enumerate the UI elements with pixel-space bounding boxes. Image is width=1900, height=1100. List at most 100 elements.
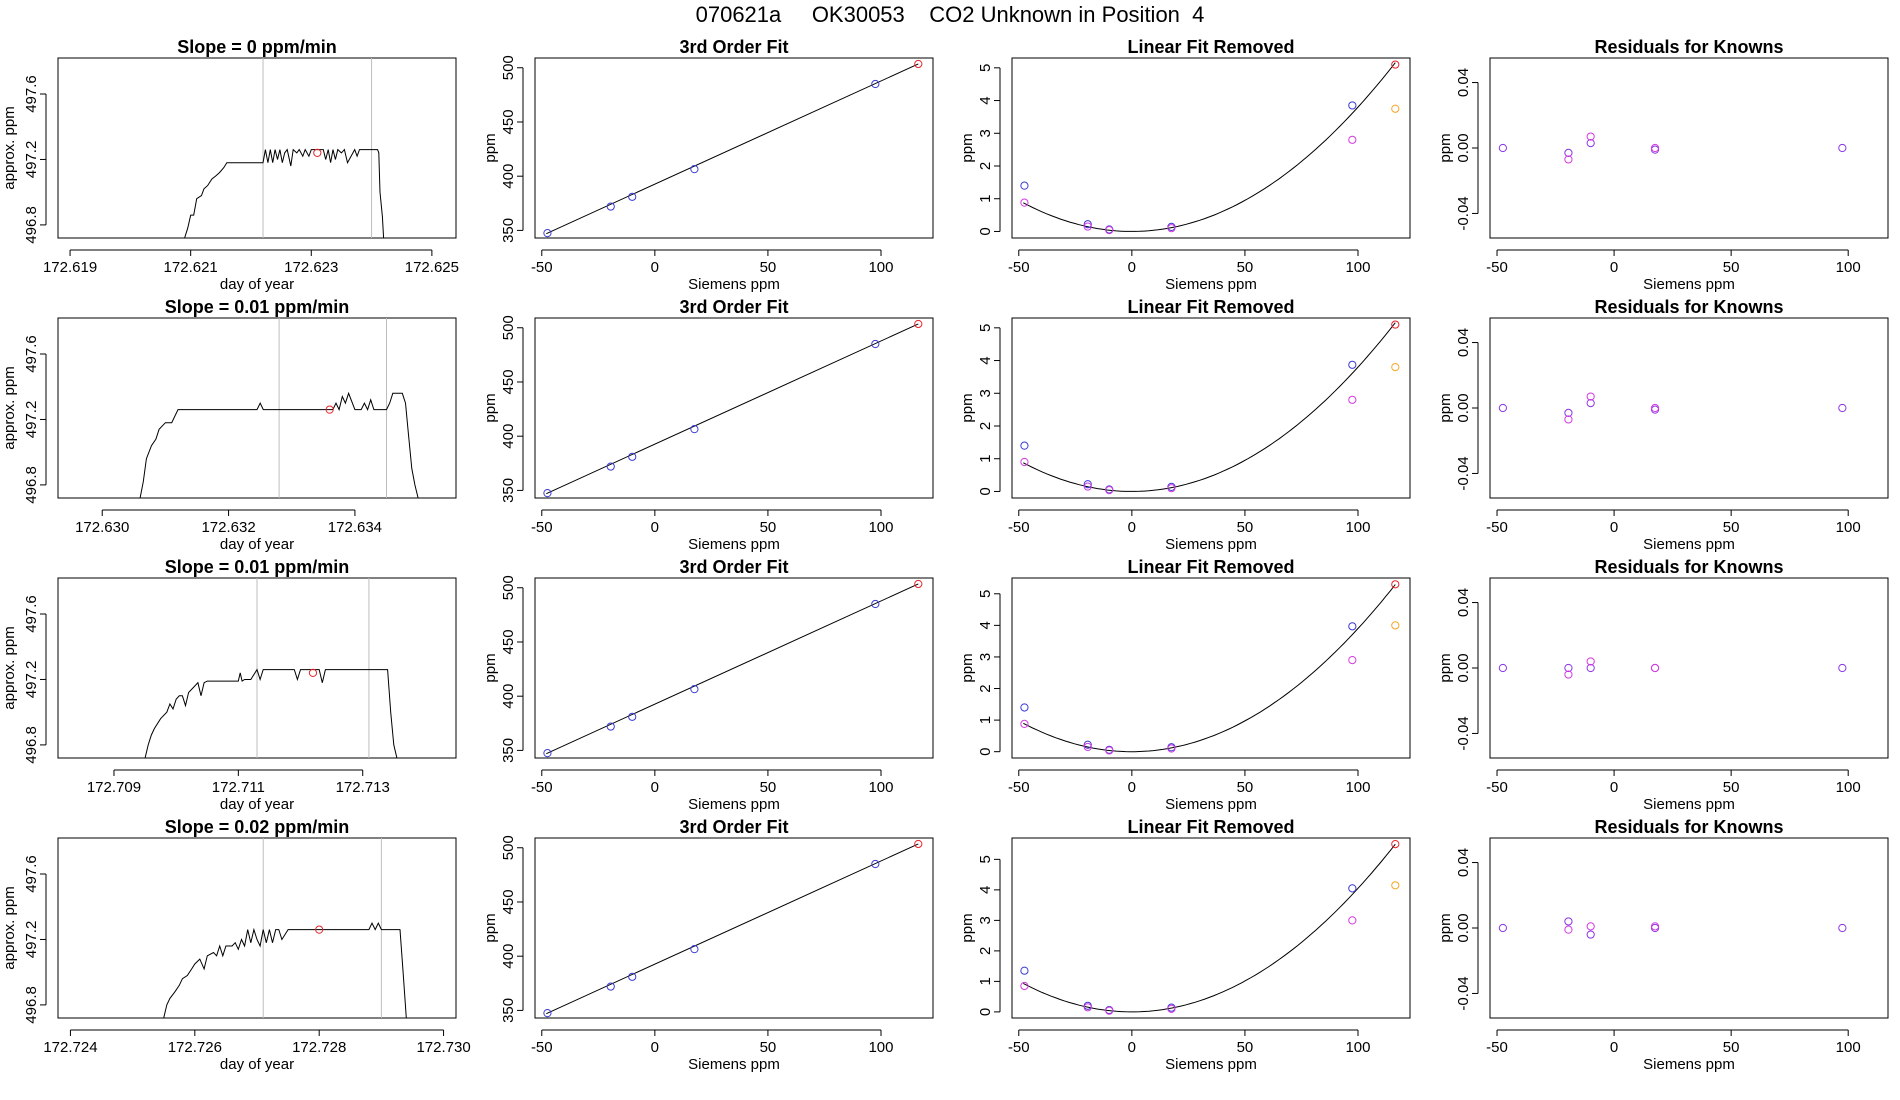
plot-frame xyxy=(1011,837,1411,1019)
chart-title: Residuals for Knowns xyxy=(1594,37,1783,57)
data-point-fit xyxy=(1348,360,1357,369)
data-point-fit xyxy=(1020,441,1029,450)
trace-line xyxy=(184,148,385,238)
y-tick-label: 0.00 xyxy=(1455,653,1472,682)
y-tick-label: 0.04 xyxy=(1455,848,1472,877)
data-point-knowns xyxy=(543,749,552,758)
data-point-residual-a xyxy=(1586,930,1595,939)
data-point-knowns xyxy=(871,339,880,349)
data-point-measured xyxy=(1167,1004,1176,1013)
x-tick-label: 0 xyxy=(1610,519,1618,536)
x-axis-label: Siemens ppm xyxy=(1165,536,1257,553)
data-point-residual-a xyxy=(1838,663,1847,673)
y-axis-label: ppm xyxy=(482,393,499,422)
x-tick-label: 0 xyxy=(1128,1039,1136,1056)
y-tick-label: 2 xyxy=(977,684,994,692)
x-tick-label: -50 xyxy=(1008,779,1030,796)
plot-frame xyxy=(1489,577,1889,759)
y-axis-label: ppm xyxy=(1437,393,1454,422)
chart-panel-2: 3rd Order Fit -50 0 50 100 Siemens ppm 350 400 4… xyxy=(482,37,934,293)
x-axis-label: Siemens ppm xyxy=(1643,1056,1735,1073)
x-tick-label: -50 xyxy=(1008,1039,1030,1056)
x-tick-label: 172.713 xyxy=(336,779,390,796)
x-tick-label: 50 xyxy=(1723,779,1740,796)
data-point-knowns xyxy=(690,165,699,174)
x-tick-label: -50 xyxy=(1486,1039,1508,1056)
data-point-unknown xyxy=(1391,840,1400,849)
x-tick-label: 50 xyxy=(1237,259,1254,276)
x-tick-label: -50 xyxy=(531,1039,553,1056)
x-tick-label: 50 xyxy=(760,1039,777,1056)
data-point-measured xyxy=(1348,916,1357,925)
y-tick-label: 450 xyxy=(500,109,517,134)
trace-line xyxy=(144,668,398,758)
x-tick-label: 172.711 xyxy=(212,779,265,796)
y-tick-label: 450 xyxy=(500,889,517,914)
y-tick-label: 497.2 xyxy=(23,401,40,439)
y-axis-label: ppm xyxy=(1437,653,1454,682)
y-tick-label: 2 xyxy=(977,947,994,955)
data-point-unknown-measured xyxy=(1391,362,1400,372)
x-tick-label: -50 xyxy=(1486,779,1508,796)
chart-title: Slope = 0.02 ppm/min xyxy=(165,817,350,837)
x-tick-label: 172.728 xyxy=(292,1039,346,1056)
data-point-knowns xyxy=(606,462,615,471)
x-axis-label: Siemens ppm xyxy=(688,796,780,813)
y-tick-label: 497.2 xyxy=(23,141,40,179)
y-tick-label: -0.04 xyxy=(1455,716,1472,750)
plot-area xyxy=(184,58,385,238)
y-tick-label: 1 xyxy=(977,195,994,203)
trace-line xyxy=(139,391,419,498)
data-point-measured xyxy=(1105,486,1114,495)
x-tick-label: -50 xyxy=(531,779,553,796)
x-axis-label: Siemens ppm xyxy=(688,1056,780,1073)
data-point-knowns xyxy=(628,452,637,461)
data-point-residual-a xyxy=(1564,148,1573,158)
x-tick-label: 0 xyxy=(651,779,659,796)
y-tick-label: 450 xyxy=(500,629,517,654)
y-tick-label: 1 xyxy=(977,455,994,463)
data-point-measured xyxy=(1105,1006,1114,1015)
plot-frame xyxy=(57,57,457,239)
plot-area xyxy=(1498,917,1847,939)
data-point-residual-a xyxy=(1838,143,1847,153)
data-point-unknown-measured xyxy=(1391,621,1400,630)
data-point-marker xyxy=(315,925,324,934)
x-tick-label: 172.724 xyxy=(43,1039,97,1056)
plot-area xyxy=(543,839,923,1018)
y-tick-label: 450 xyxy=(500,369,517,394)
x-tick-label: 50 xyxy=(1723,1039,1740,1056)
plot-area xyxy=(1020,840,1400,1015)
chart-panel-3: Linear Fit Removed -50 0 50 100 Siemens ppm 0 1… xyxy=(959,37,1411,293)
x-axis-label: Siemens ppm xyxy=(1643,796,1735,813)
data-point-residual-a xyxy=(1838,403,1847,413)
x-tick-label: 172.619 xyxy=(43,259,97,276)
data-point-knowns xyxy=(543,229,552,238)
data-point-residual-b xyxy=(1564,925,1573,934)
chart-panel-7: Linear Fit Removed -50 0 50 100 Siemens ppm 0 1… xyxy=(959,297,1411,553)
x-tick-label: 100 xyxy=(868,519,893,536)
data-point-knowns xyxy=(628,192,637,201)
data-point-knowns xyxy=(871,599,880,609)
data-point-measured xyxy=(1167,224,1176,233)
y-tick-label: 0 xyxy=(977,227,994,235)
chart-panel-11: Linear Fit Removed -50 0 50 100 Siemens ppm 0 1… xyxy=(959,557,1411,813)
chart-panel-9: Slope = 0.01 ppm/min 172.709 172.711 172.71… xyxy=(1,557,457,813)
y-tick-label: 497.6 xyxy=(23,595,40,633)
plot-area xyxy=(543,319,923,498)
y-tick-label: 0.00 xyxy=(1455,913,1472,942)
plot-frame xyxy=(1011,577,1411,759)
y-tick-label: 400 xyxy=(500,164,517,189)
y-tick-label: 5 xyxy=(977,590,994,598)
data-point-knowns xyxy=(690,425,699,434)
chart-title: Residuals for Knowns xyxy=(1594,557,1783,577)
y-tick-label: 350 xyxy=(500,738,517,763)
page-title: 070621a OK30053 CO2 Unknown in Position … xyxy=(695,2,1205,27)
y-tick-label: 497.2 xyxy=(23,661,40,699)
plot-area xyxy=(139,318,419,498)
fit-curve xyxy=(1023,843,1396,1013)
data-point-residual-a xyxy=(1586,138,1595,148)
plot-area xyxy=(543,59,923,238)
chart-title: 3rd Order Fit xyxy=(679,297,788,317)
